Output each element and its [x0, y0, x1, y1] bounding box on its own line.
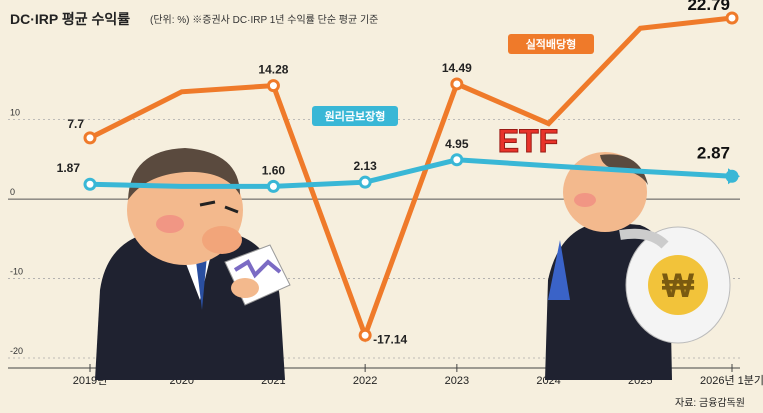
data-point — [358, 328, 372, 342]
y-tick-label: 0 — [10, 187, 15, 197]
series-arrowhead — [728, 168, 740, 185]
etf-text: ETF — [498, 123, 558, 159]
y-tick-label: -10 — [10, 267, 23, 277]
y-tick-label: 10 — [10, 108, 20, 118]
data-point — [725, 11, 739, 25]
y-tick-label: -20 — [10, 346, 23, 356]
data-label: 1.60 — [262, 163, 286, 177]
data-point — [450, 153, 464, 167]
series-line-0 — [88, 15, 733, 343]
data-label: 14.49 — [442, 61, 472, 75]
chart-note: (단위: %) ※증권사 DC·IRP 1년 수익률 단순 평균 기준 — [150, 15, 379, 26]
series-tag-label: 원리금보장형 — [325, 109, 386, 123]
y-axis-ticks: 10 0 -10 -20 — [10, 108, 23, 356]
series-tag-label: 실적배당형 — [526, 37, 577, 51]
data-point — [266, 79, 280, 93]
data-label: 1.87 — [57, 161, 81, 175]
chart-title: DC·IRP 평균 수익률 — [10, 11, 131, 27]
x-tick-label: 2026년 1분기 — [700, 374, 763, 387]
data-label: 14.28 — [258, 63, 288, 77]
data-label: 2.87 — [697, 143, 730, 162]
series-line-1 — [89, 157, 733, 189]
data-labels: 7.7 14.28 -17.14 14.49 22.79 1.87 1.60 2.13 4.95… — [57, 0, 730, 346]
data-label: 4.95 — [445, 137, 469, 151]
data-label: -17.14 — [373, 332, 407, 346]
money-sign-icon: ₩ — [662, 267, 695, 305]
data-point — [450, 77, 464, 91]
data-label: 7.7 — [67, 117, 84, 131]
series-tag-bg — [312, 106, 398, 126]
worried-investor-illustration — [95, 148, 291, 380]
source-note: 자료: 금융감독원 — [675, 398, 745, 409]
series-tag-bg — [508, 34, 594, 54]
x-tick-label: 2022 — [353, 375, 377, 387]
data-point — [266, 179, 280, 193]
data-label: 22.79 — [687, 0, 730, 14]
data-point — [83, 131, 97, 145]
happy-investor-illustration — [545, 152, 731, 380]
data-point — [83, 177, 97, 191]
x-tick-label: 2023 — [445, 375, 469, 387]
data-point — [358, 175, 372, 189]
series-layer — [83, 11, 740, 343]
data-label: 2.13 — [353, 159, 377, 173]
